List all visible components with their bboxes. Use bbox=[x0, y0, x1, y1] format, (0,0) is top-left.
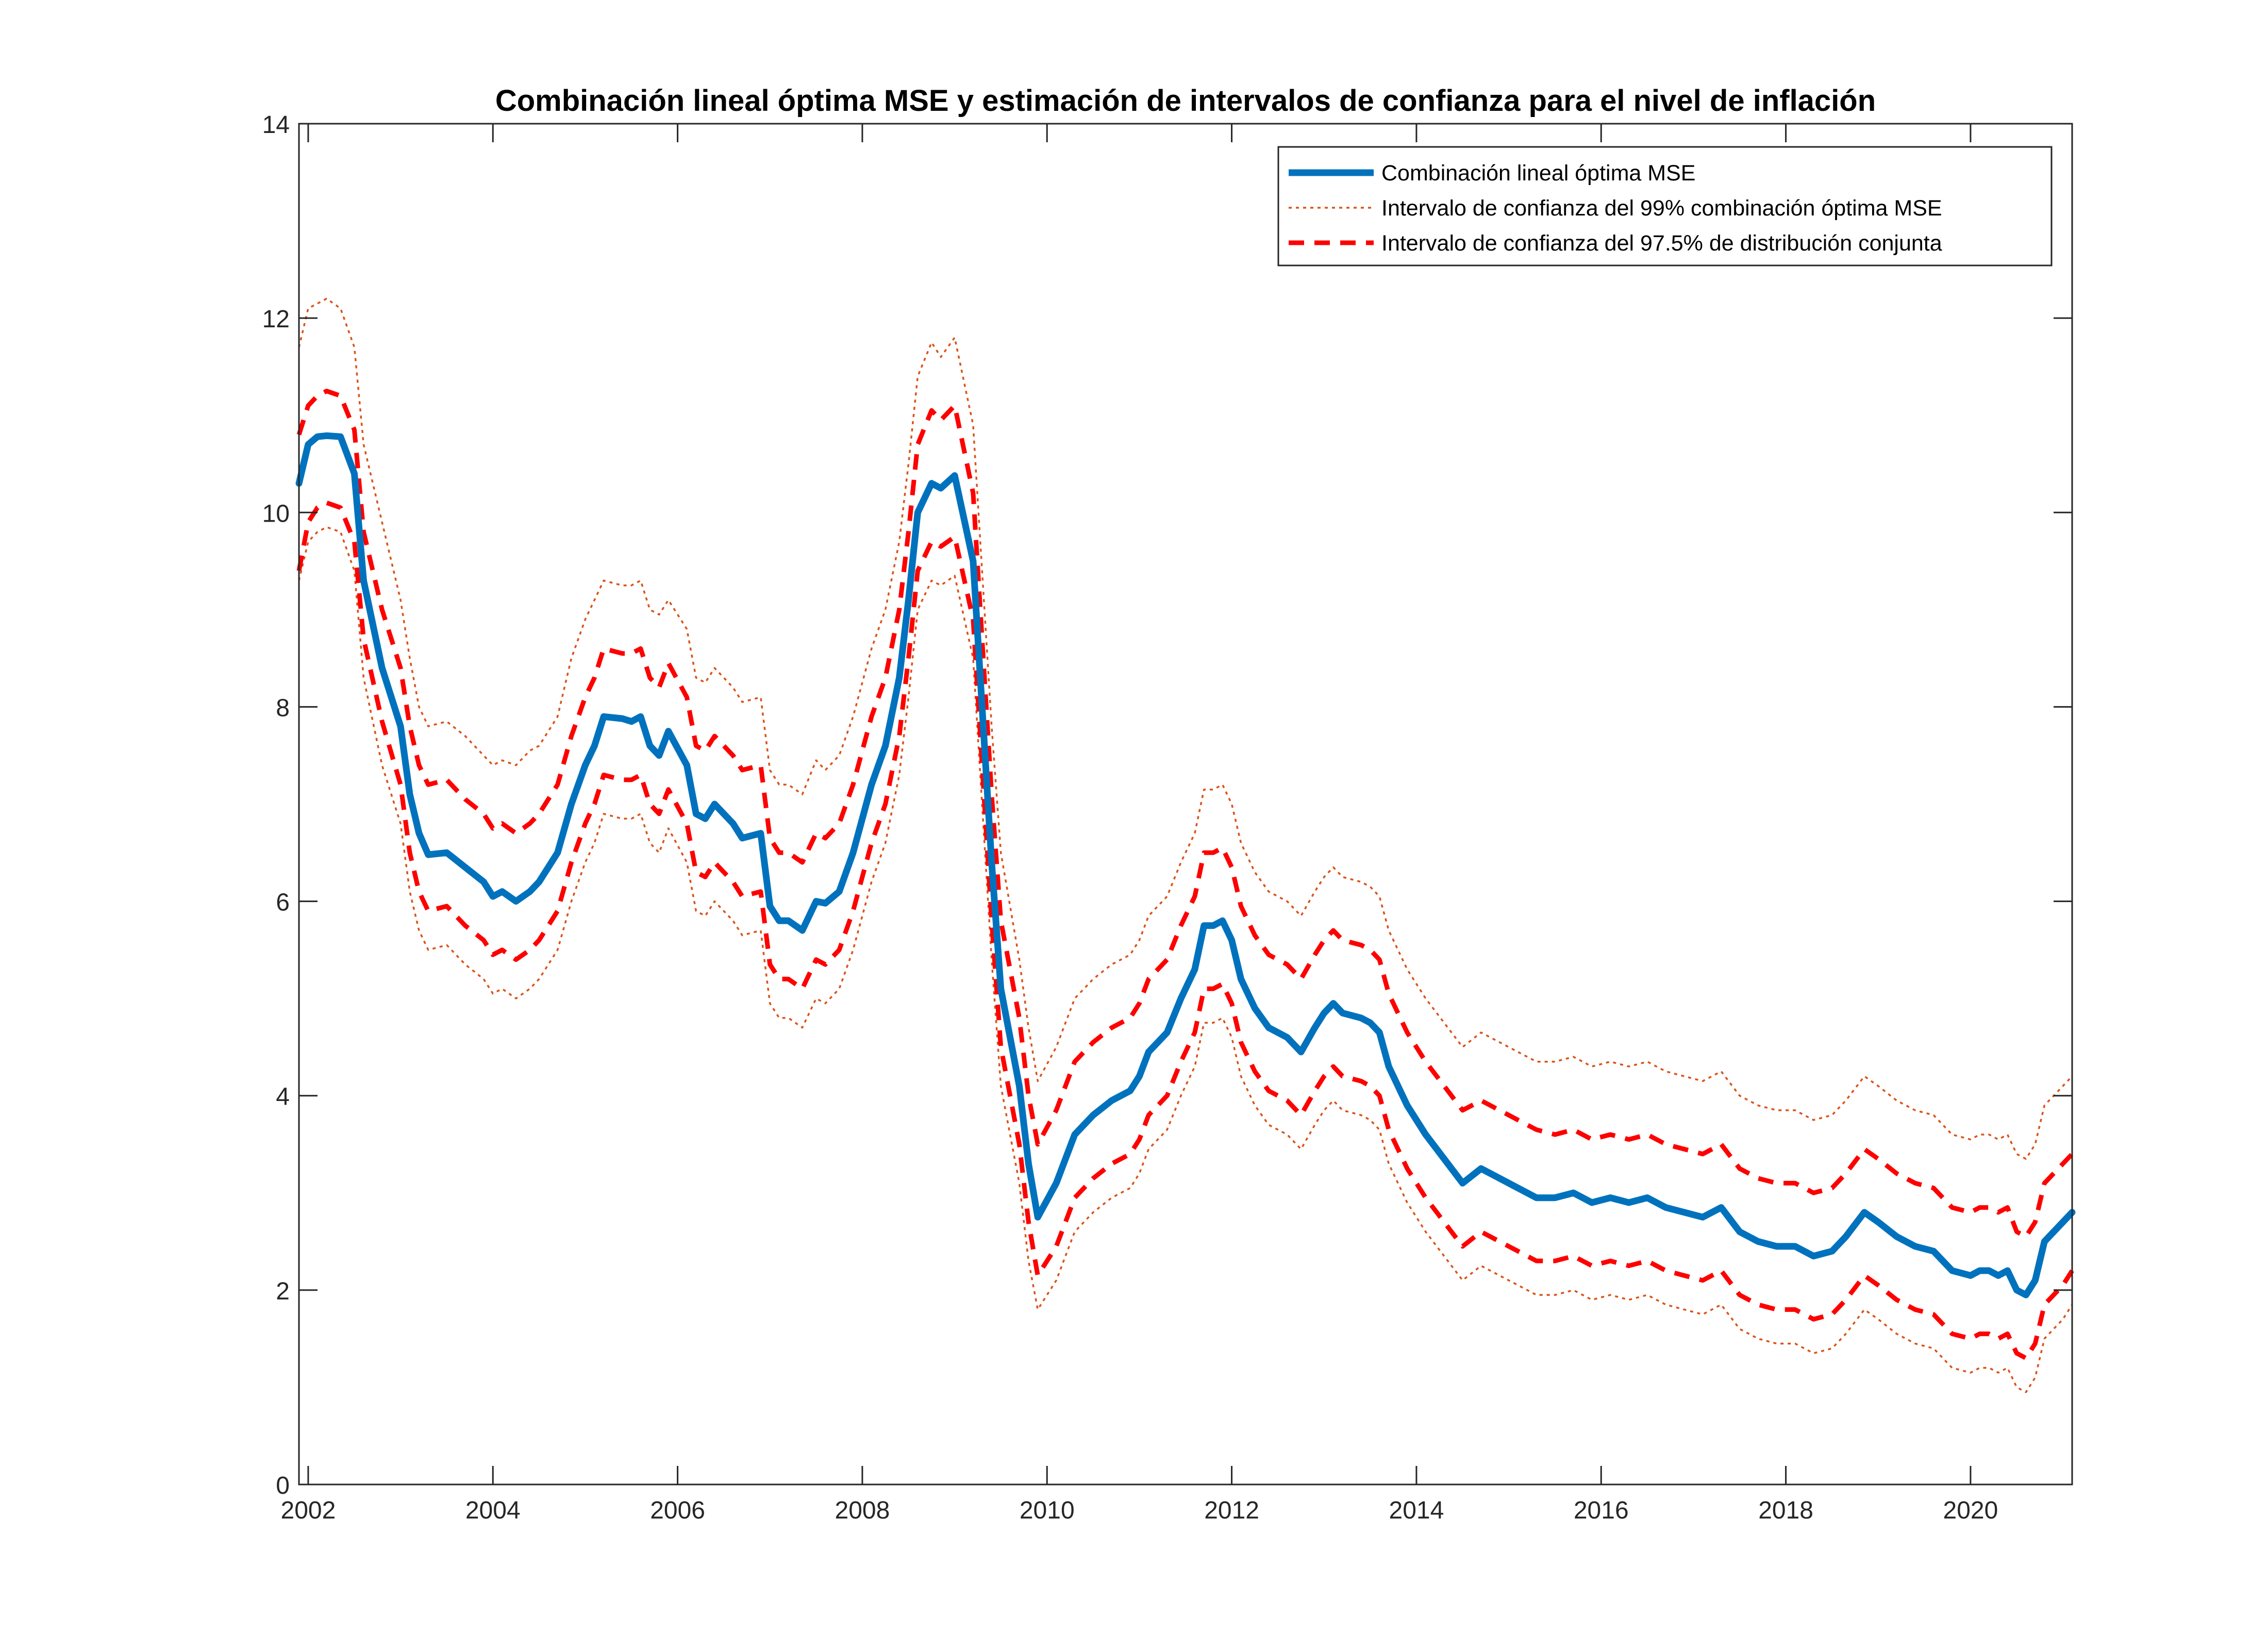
ci99-upper-line bbox=[298, 297, 2073, 1160]
y-tick-label: 0 bbox=[276, 1472, 290, 1499]
x-tick-label: 2010 bbox=[1020, 1497, 1075, 1524]
x-tick-label: 2012 bbox=[1204, 1497, 1259, 1524]
y-tick-label: 14 bbox=[262, 111, 290, 139]
series-layer bbox=[295, 297, 2076, 1393]
chart-title: Combinación lineal óptima MSE y estimaci… bbox=[495, 84, 1876, 118]
plot-area bbox=[299, 124, 2072, 1484]
x-tick-label: 2008 bbox=[835, 1497, 890, 1524]
y-tick-label: 8 bbox=[276, 694, 290, 722]
x-tick-label: 2018 bbox=[1758, 1497, 1813, 1524]
x-tick-label: 2016 bbox=[1574, 1497, 1629, 1524]
legend-box bbox=[1277, 146, 2053, 266]
y-tick-label: 4 bbox=[276, 1083, 290, 1111]
y-tick-label: 10 bbox=[262, 500, 290, 527]
y-tick-label: 2 bbox=[276, 1278, 290, 1305]
ci99-lower-line bbox=[298, 526, 2073, 1393]
mse-combination-line bbox=[295, 432, 2076, 1298]
axes-layer: 0 2 4 6 8 10 12 14 2002 2004 2006 2008 2010 2012 2014 2… bbox=[262, 111, 2072, 1524]
x-tick-label: 2014 bbox=[1389, 1497, 1444, 1524]
x-tick-label: 2020 bbox=[1943, 1497, 1998, 1524]
legend-label: Intervalo de confianza del 97.5% de dist… bbox=[1381, 231, 1942, 256]
ci975-upper-line bbox=[296, 389, 2074, 1239]
y-tick-label: 12 bbox=[262, 306, 290, 333]
plot-frame bbox=[298, 123, 2073, 1486]
legend: Combinación lineal óptima MSE Intervalo d… bbox=[1277, 146, 2053, 266]
x-tick-label: 2004 bbox=[465, 1497, 521, 1524]
legend-label: Combinación lineal óptima MSE bbox=[1381, 161, 1695, 186]
ci975-lower-line bbox=[296, 500, 2074, 1361]
x-tick-label: 2002 bbox=[281, 1497, 336, 1524]
legend-label: Intervalo de confianza del 99% combinaci… bbox=[1381, 196, 1942, 221]
x-tick-label: 2006 bbox=[650, 1497, 705, 1524]
y-tick-label: 6 bbox=[276, 889, 290, 916]
